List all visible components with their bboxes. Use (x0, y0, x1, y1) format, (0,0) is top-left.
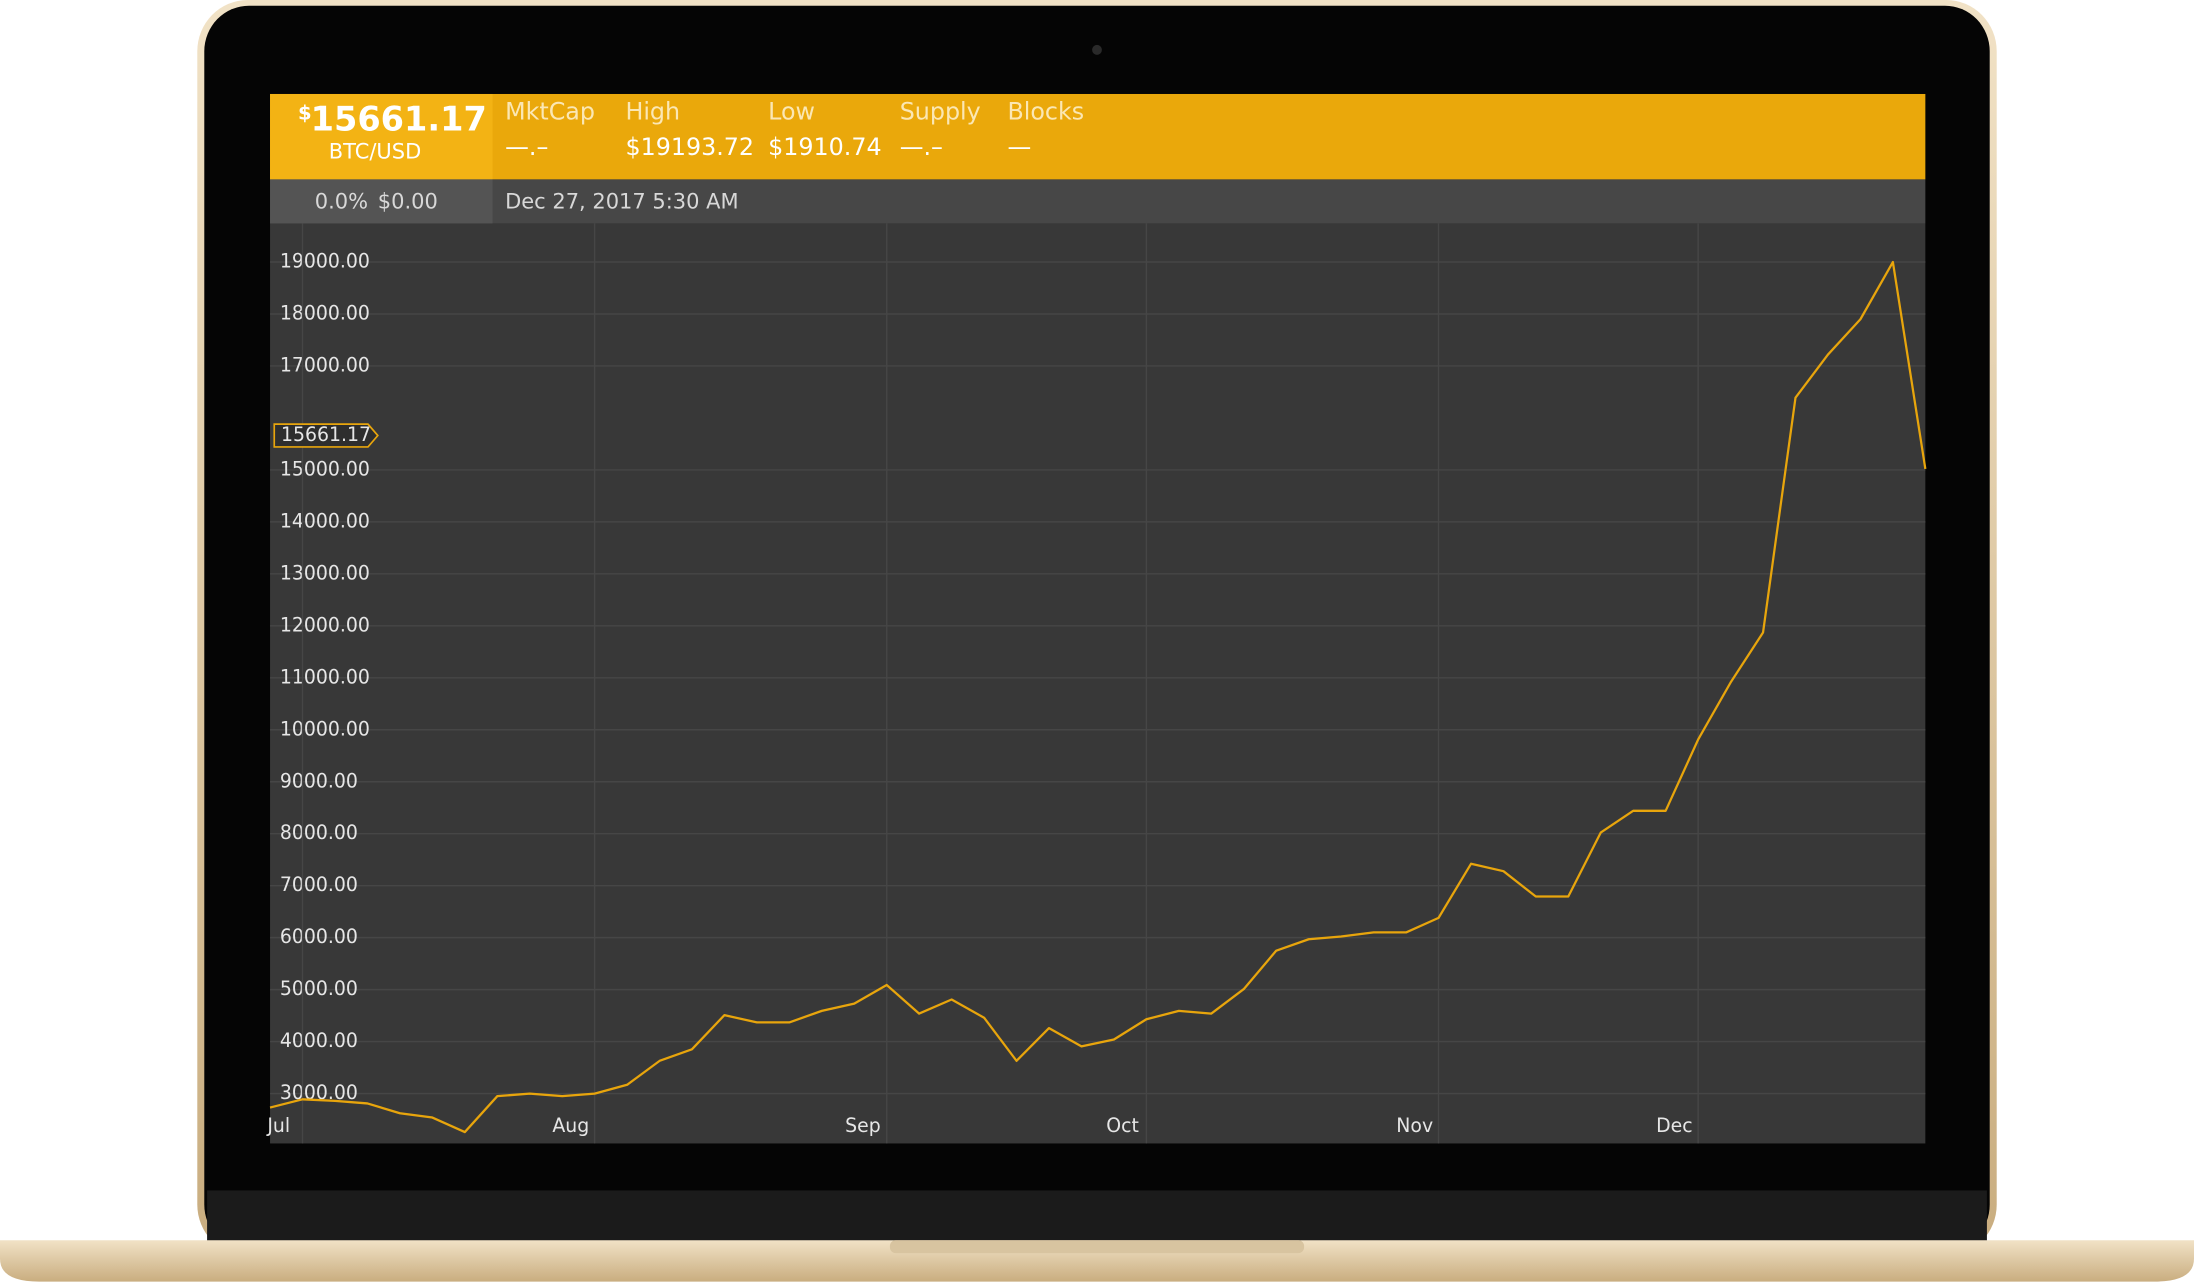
stat-label: Low (768, 97, 815, 125)
bezel-bottom (207, 1190, 1987, 1242)
stat-label: High (625, 97, 680, 125)
x-tick-label: Nov (1396, 1115, 1433, 1137)
y-tick-label: 10000.00 (280, 718, 370, 740)
change-amount: $0.00 (378, 188, 438, 213)
header-bar (270, 93, 1926, 180)
stat-value: — (1007, 133, 1031, 161)
y-tick-label: 19000.00 (280, 250, 370, 272)
y-tick-label: 4000.00 (280, 1030, 358, 1052)
price-marker (273, 423, 379, 448)
laptop-base (0, 1240, 2194, 1282)
y-tick-label: 8000.00 (280, 822, 358, 844)
stats: MktCap —.– High $19193.72 Low $1910.74 Supply —… (505, 97, 1084, 161)
camera (1092, 44, 1102, 55)
price-line (269, 260, 1927, 1134)
stat-value: $19193.72 (625, 133, 754, 161)
y-tick-label: 14000.00 (280, 510, 370, 532)
plot-area (270, 223, 1926, 1144)
y-tick-label: 3000.00 (280, 1082, 358, 1104)
y-tick-label: 13000.00 (280, 562, 370, 584)
change-box (270, 179, 493, 224)
y-tick-label: 6000.00 (280, 926, 358, 948)
y-tick-label: 5000.00 (280, 978, 358, 1000)
x-tick-label: Dec (1656, 1115, 1693, 1137)
y-tick-label: 9000.00 (280, 770, 358, 792)
timestamp: Dec 27, 2017 5:30 AM (505, 188, 738, 213)
y-tick-label: 7000.00 (280, 874, 358, 896)
y-tick-label: 11000.00 (280, 666, 370, 688)
pair: BTC/USD (329, 138, 421, 163)
stat-value: $1910.74 (768, 133, 881, 161)
stat-value: —.– (505, 133, 548, 161)
chart: 3000.00 4000.00 5000.00 6000.00 7000.00 8000.… (266, 223, 1927, 1144)
x-tick-label: Sep (845, 1115, 881, 1137)
stat-value: —.– (900, 133, 943, 161)
price-marker-label: 15661.17 (281, 424, 371, 446)
stat-label: Supply (900, 97, 981, 125)
change-percent: 0.0% (315, 188, 368, 213)
y-tick-label: 15000.00 (280, 458, 370, 480)
x-tick-label: Jul (266, 1115, 290, 1137)
sub-bar (270, 179, 1926, 224)
price-box (270, 93, 493, 180)
x-tick-label: Aug (552, 1115, 589, 1137)
stat-label: MktCap (505, 97, 595, 125)
stat-label: Blocks (1007, 97, 1084, 125)
currency-symbol: $ (298, 101, 312, 124)
y-tick-label: 12000.00 (280, 614, 370, 636)
base-notch (889, 1240, 1305, 1254)
y-tick-label: 17000.00 (280, 354, 370, 376)
price: 15661.17 (311, 99, 487, 138)
x-tick-label: Oct (1106, 1115, 1139, 1137)
y-tick-label: 18000.00 (280, 302, 370, 324)
